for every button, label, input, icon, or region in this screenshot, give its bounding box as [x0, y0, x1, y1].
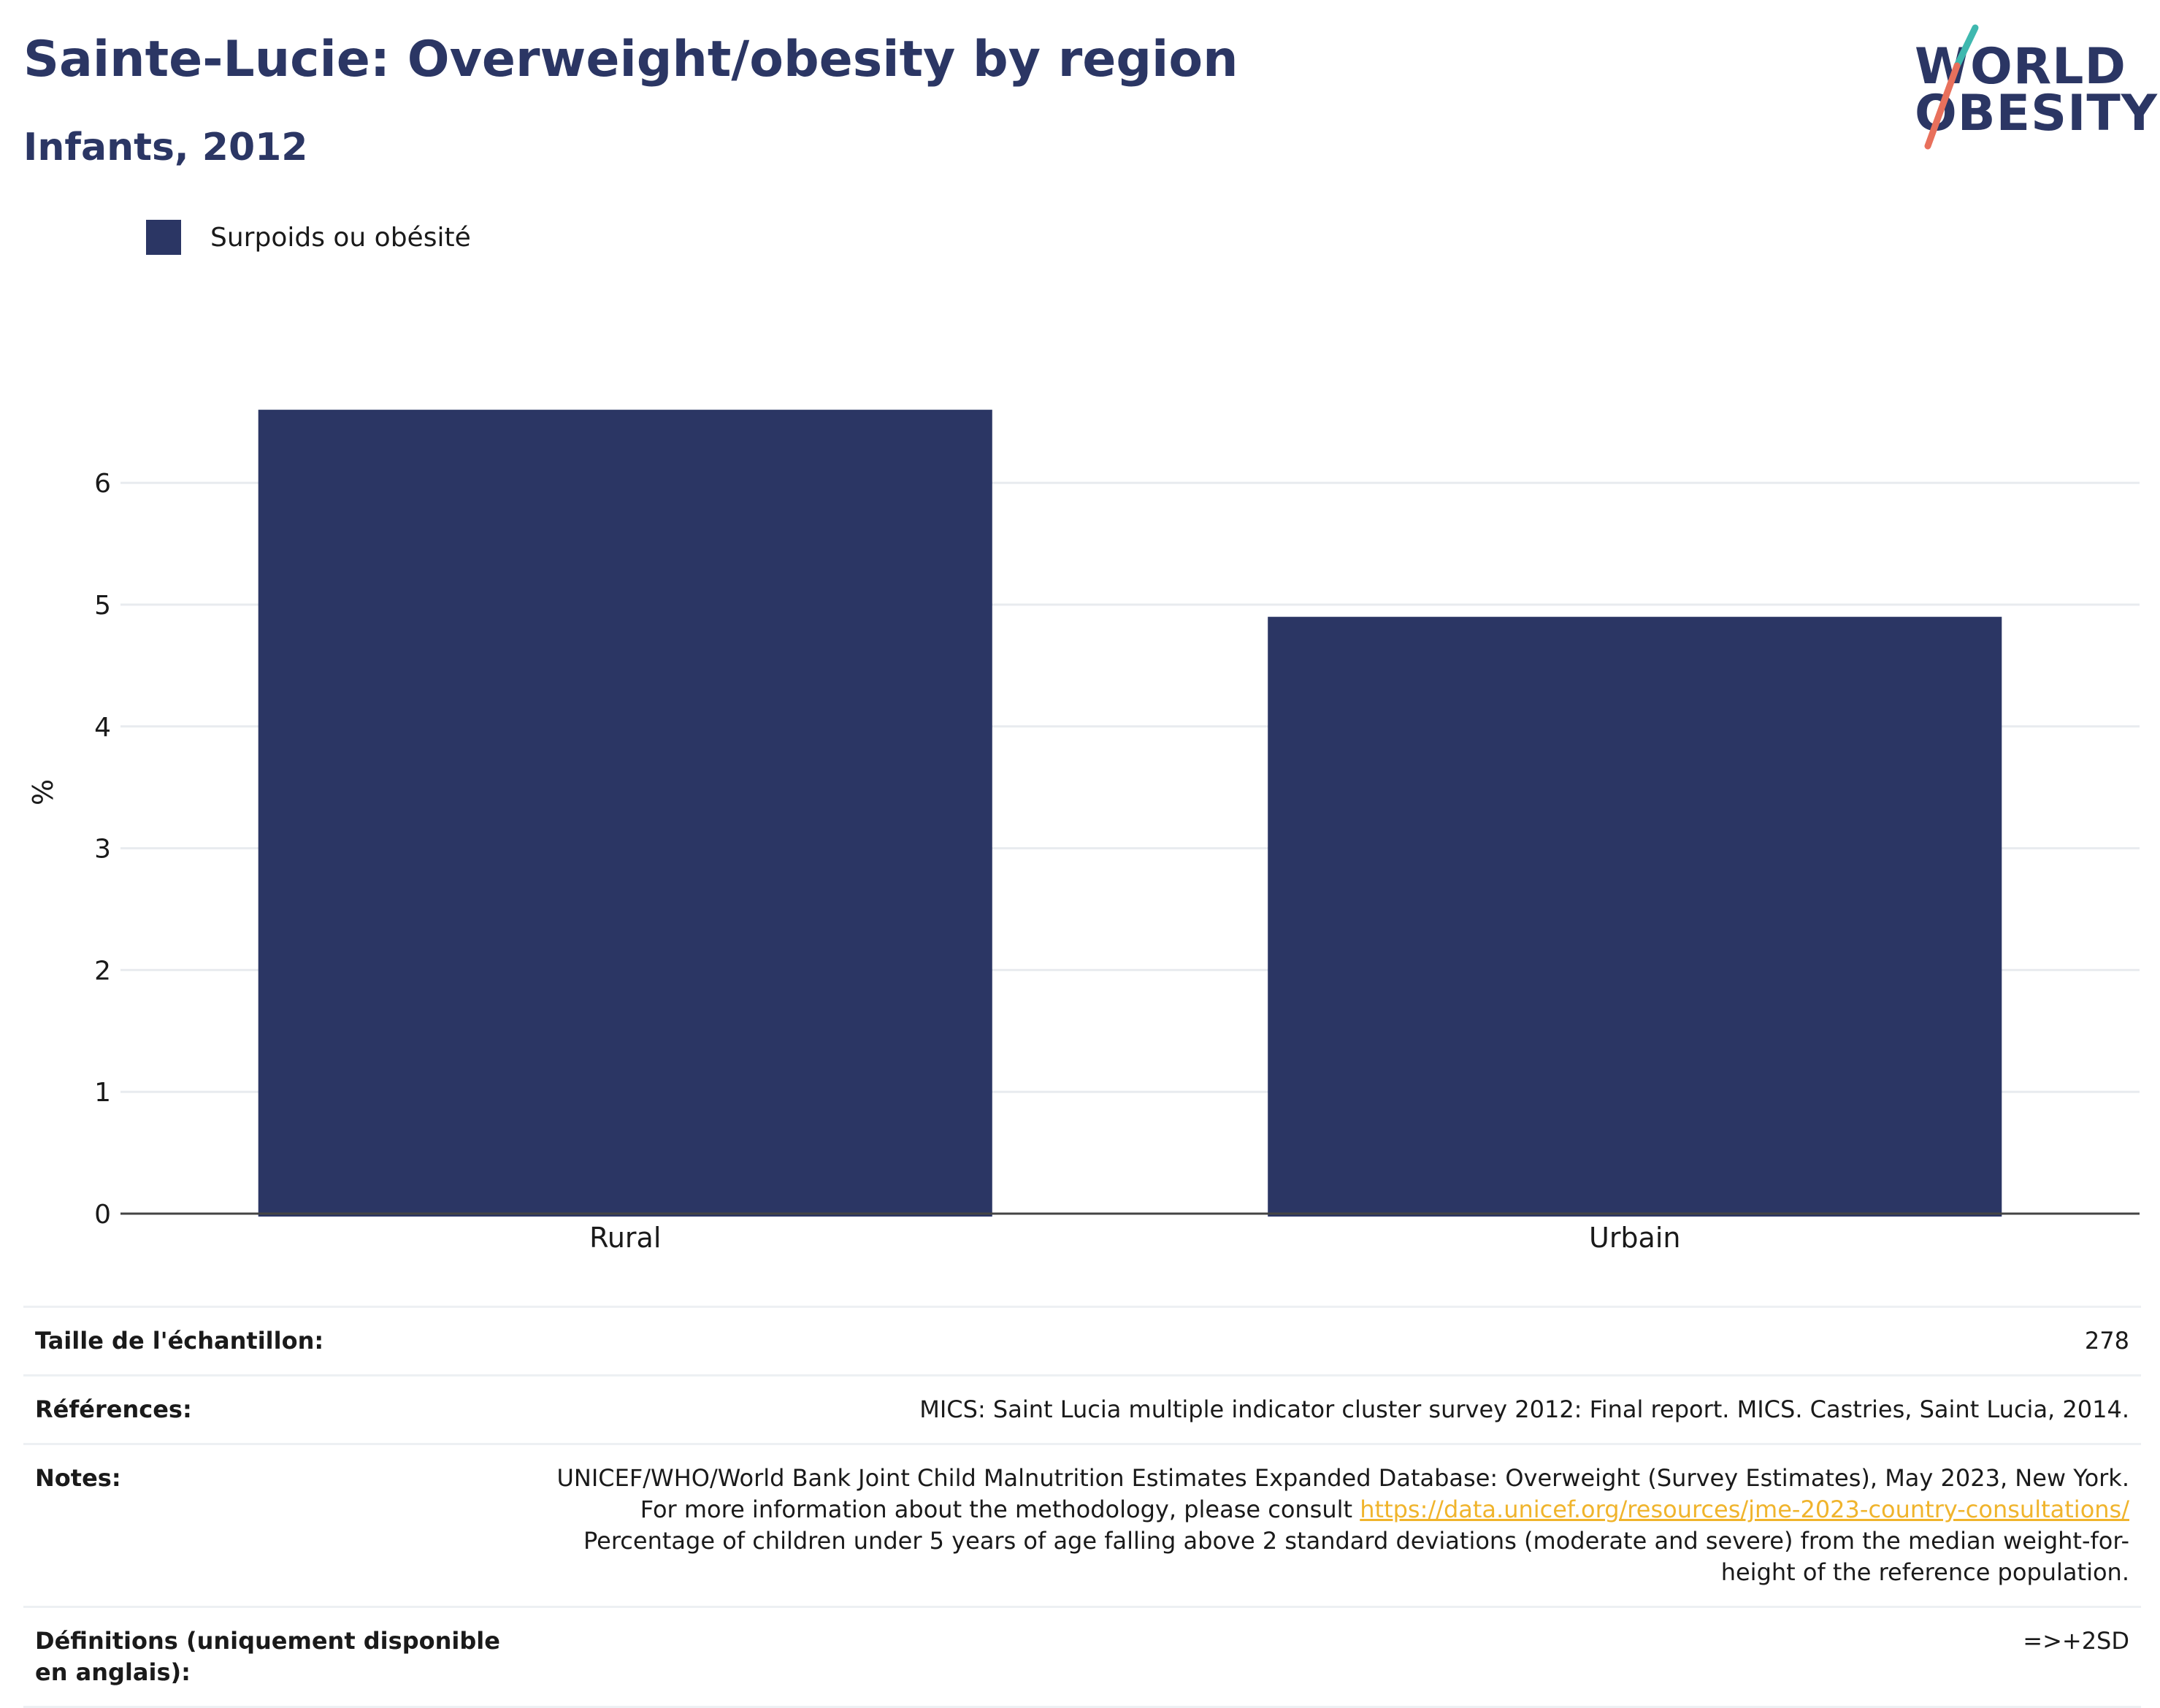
logo-slash-icon [1924, 24, 1979, 150]
info-row-sample-size: Taille de l'échantillon: 278 [23, 1306, 2141, 1376]
info-key: Taille de l'échantillon: [23, 1306, 543, 1376]
notes-text-before: UNICEF/WHO/World Bank Joint Child Malnut… [556, 1464, 2130, 1523]
bar-rural [258, 410, 992, 1217]
y-axis-label: % [27, 779, 59, 805]
bars [258, 410, 2002, 1217]
info-row-definitions: Définitions (uniquement disponible en an… [23, 1606, 2141, 1708]
bar-urbain [1268, 616, 2002, 1217]
chart-legend: Surpoids ou obésité [146, 219, 471, 256]
methodology-link[interactable]: https://data.unicef.org/resources/jme-20… [1360, 1496, 2129, 1523]
y-axis-ticks: 0 1 2 3 4 5 6 [94, 469, 111, 1230]
y-tick-label: 2 [94, 956, 111, 986]
info-row-references: Références: MICS: Saint Lucia multiple i… [23, 1374, 2141, 1445]
info-value: UNICEF/WHO/World Bank Joint Child Malnut… [543, 1443, 2141, 1608]
info-key: Définitions (uniquement disponible en an… [23, 1606, 543, 1708]
info-value: MICS: Saint Lucia multiple indicator clu… [543, 1374, 2141, 1445]
notes-text-after: Percentage of children under 5 years of … [583, 1527, 2129, 1586]
y-tick-label: 0 [94, 1200, 111, 1230]
info-row-notes: Notes: UNICEF/WHO/World Bank Joint Child… [23, 1443, 2141, 1608]
y-tick-label: 4 [94, 713, 111, 743]
info-value: =>+2SD [543, 1606, 2141, 1708]
info-key: Notes: [23, 1443, 543, 1608]
y-tick-label: 5 [94, 591, 111, 621]
legend-label: Surpoids ou obésité [210, 222, 471, 253]
bar-chart: 0 1 2 3 4 5 6 Rural Urbain % [27, 410, 2140, 1254]
info-key: Références: [23, 1374, 543, 1445]
page-title: Sainte-Lucie: Overweight/obesity by regi… [23, 31, 1238, 88]
y-tick-label: 6 [94, 469, 111, 499]
info-value: 278 [543, 1306, 2141, 1376]
y-tick-label: 1 [94, 1078, 111, 1108]
world-obesity-logo: WORLD OBESITY [1906, 22, 2157, 153]
legend-swatch [146, 220, 181, 255]
logo-line-2: OBESITY [1915, 85, 2158, 142]
x-tick-label: Rural [589, 1222, 661, 1254]
page-subtitle: Infants, 2012 [23, 126, 308, 169]
x-tick-label: Urbain [1589, 1222, 1681, 1254]
info-table: Taille de l'échantillon: 278 Références:… [23, 1306, 2141, 1708]
y-tick-label: 3 [94, 835, 111, 865]
x-axis-ticks: Rural Urbain [589, 1222, 1680, 1254]
